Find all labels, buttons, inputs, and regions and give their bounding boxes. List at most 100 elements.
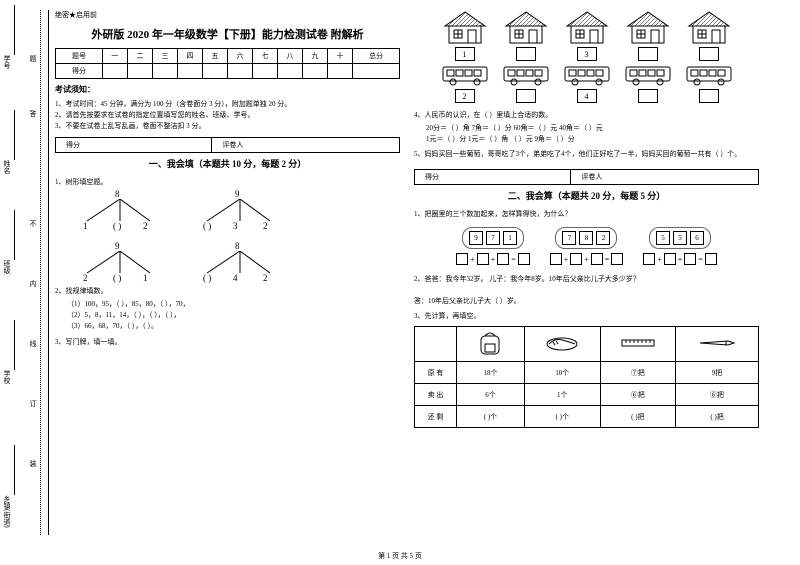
score-label-cell: 得分 [56,64,103,79]
number-box: 6 [690,231,704,245]
house-icon [501,10,551,45]
bus-number-box[interactable]: 4 [577,89,597,103]
score-value-cell[interactable] [328,64,353,79]
margin-label: 学号 [2,55,12,69]
equation-row[interactable]: ++= [643,253,717,265]
q1-5: 5、妈妈买回一些葡萄，哥哥吃了3个，弟弟吃了4个，他们正好吃了一半，妈妈买回的葡… [414,149,759,159]
page-content: 绝密★启用前 外研版 2020 年一年级数学【下册】能力检测试卷 附解析 题号一… [0,0,800,545]
bus-item [620,65,675,103]
scorer-box-2: 得分 评卷人 [414,169,759,185]
bus-number-box[interactable] [516,89,536,103]
tree-top: 8 [115,189,120,199]
marker-cell: 评卷人 [571,170,759,185]
q1-3: 3、写门牌，填一填。 [55,337,400,347]
house-number-box[interactable] [516,47,536,61]
score-header-cell: 六 [227,49,252,64]
tree-leaf: 1 [143,273,148,283]
number-box: 5 [673,231,687,245]
number-tree: 9 2 ( ) 1 [75,241,165,283]
row-label: 卖 出 [415,384,457,406]
house-number-box[interactable] [638,47,658,61]
bus-icon [563,65,611,87]
score-value-cell[interactable] [353,64,400,79]
score-value-cell[interactable] [202,64,227,79]
bus-icon [502,65,550,87]
equation-row[interactable]: ++= [550,253,624,265]
exam-rule: 2、请首先按要求在试卷的指定位置填写您的姓名、班级、学号。 [55,111,400,120]
score-header-cell: 二 [127,49,152,64]
bus-number-box[interactable]: 2 [455,89,475,103]
bus-icon [685,65,733,87]
item-cell: ( )个 [456,406,524,428]
item-cell: 18个 [456,362,524,384]
score-table: 题号一二三四五六七八九十总分 得分 [55,48,400,79]
q1-4: 4、人民币的认识，在（ ）里填上合适的数。 [414,110,759,120]
q2-2: 2、爸爸：我今年32岁。 儿子：我今年8岁。10年后父亲比儿子大多少岁？ [414,274,759,284]
circle-group: 556++= [643,227,717,265]
tree-leaf: 4 [233,273,238,283]
circle-groups: 971++=782++=556++= [414,227,759,265]
score-header-cell: 题号 [56,49,103,64]
binding-char: 装 [28,460,38,467]
margin-label: 姓名 [2,160,12,174]
row-label: 原 有 [415,362,457,384]
score-value-cell[interactable] [253,64,278,79]
score-value-cell[interactable] [303,64,328,79]
item-cell: 9把 [676,362,759,384]
q2-3: 3、先计算，再填空。 [414,311,759,321]
score-value-cell[interactable] [127,64,152,79]
item-cell: ⑥把 [600,384,676,406]
bus-item: 4 [559,65,614,103]
score-value-cell[interactable] [102,64,127,79]
item-cell: ( )把 [676,406,759,428]
house-item [498,10,553,61]
bus-number-box[interactable] [699,89,719,103]
item-cell: 1个 [525,384,601,406]
q1-1: 1、树形填空题。 [55,177,400,187]
exam-rule: 3、不要在试卷上乱写乱画，卷面不整洁扣 3 分。 [55,122,400,131]
currency-line: 20分＝（ ）角 7角＝（ ）分 60角＝（ ）元 40角＝（ ）元 [426,124,759,133]
house-number-box[interactable]: 1 [455,47,475,61]
pattern-line: （2）5，8，11，14，（ ），（ ），（ ）， [67,311,400,320]
margin-label: 班级 [2,260,12,274]
item-header [525,327,601,362]
item-header [600,327,676,362]
tree-area: 8 1 ( ) 2 9 ( ) 3 2 9 2 ( ) 1 8 ( ) 4 2 [55,189,400,283]
item-cell: 6个 [456,384,524,406]
score-value-cell[interactable] [227,64,252,79]
houses-row: 1 3 [414,10,759,61]
score-value-cell[interactable] [278,64,303,79]
score-header-cell: 五 [202,49,227,64]
bus-item: 2 [437,65,492,103]
item-cell: 10个 [525,362,601,384]
circle-group: 782++= [550,227,624,265]
score-value-cell[interactable] [152,64,177,79]
number-box: 7 [486,231,500,245]
tree-leaf: ( ) [203,221,211,231]
score-header-cell: 八 [278,49,303,64]
margin-label: 学校 [2,370,12,384]
rules-header: 考试须知： [55,84,400,95]
tree-top: 9 [235,189,240,199]
score-header-cell: 四 [177,49,202,64]
house-item [620,10,675,61]
score-header-cell: 九 [303,49,328,64]
house-icon [440,10,490,45]
row-label: 还 剩 [415,406,457,428]
binding-margin: 乡镇(街道)学校班级姓名学号 装订线内不答题 [0,0,55,545]
binding-char: 不 [28,220,38,227]
house-icon [684,10,734,45]
tree-leaf: 1 [83,221,88,231]
score-value-cell[interactable] [177,64,202,79]
item-table: 原 有18个10个⑦把9把卖 出6个1个⑥把⑥把还 剩( )个( )个( )把(… [414,326,759,428]
house-number-box[interactable] [699,47,719,61]
item-cell: ( )把 [600,406,676,428]
house-number-box[interactable]: 3 [577,47,597,61]
circle-group: 971++= [456,227,530,265]
number-tree: 8 ( ) 4 2 [195,241,285,283]
bus-number-box[interactable] [638,89,658,103]
equation-row[interactable]: ++= [456,253,530,265]
binding-char: 订 [28,400,38,407]
item-header [676,327,759,362]
buses-row: 2 4 [414,65,759,103]
